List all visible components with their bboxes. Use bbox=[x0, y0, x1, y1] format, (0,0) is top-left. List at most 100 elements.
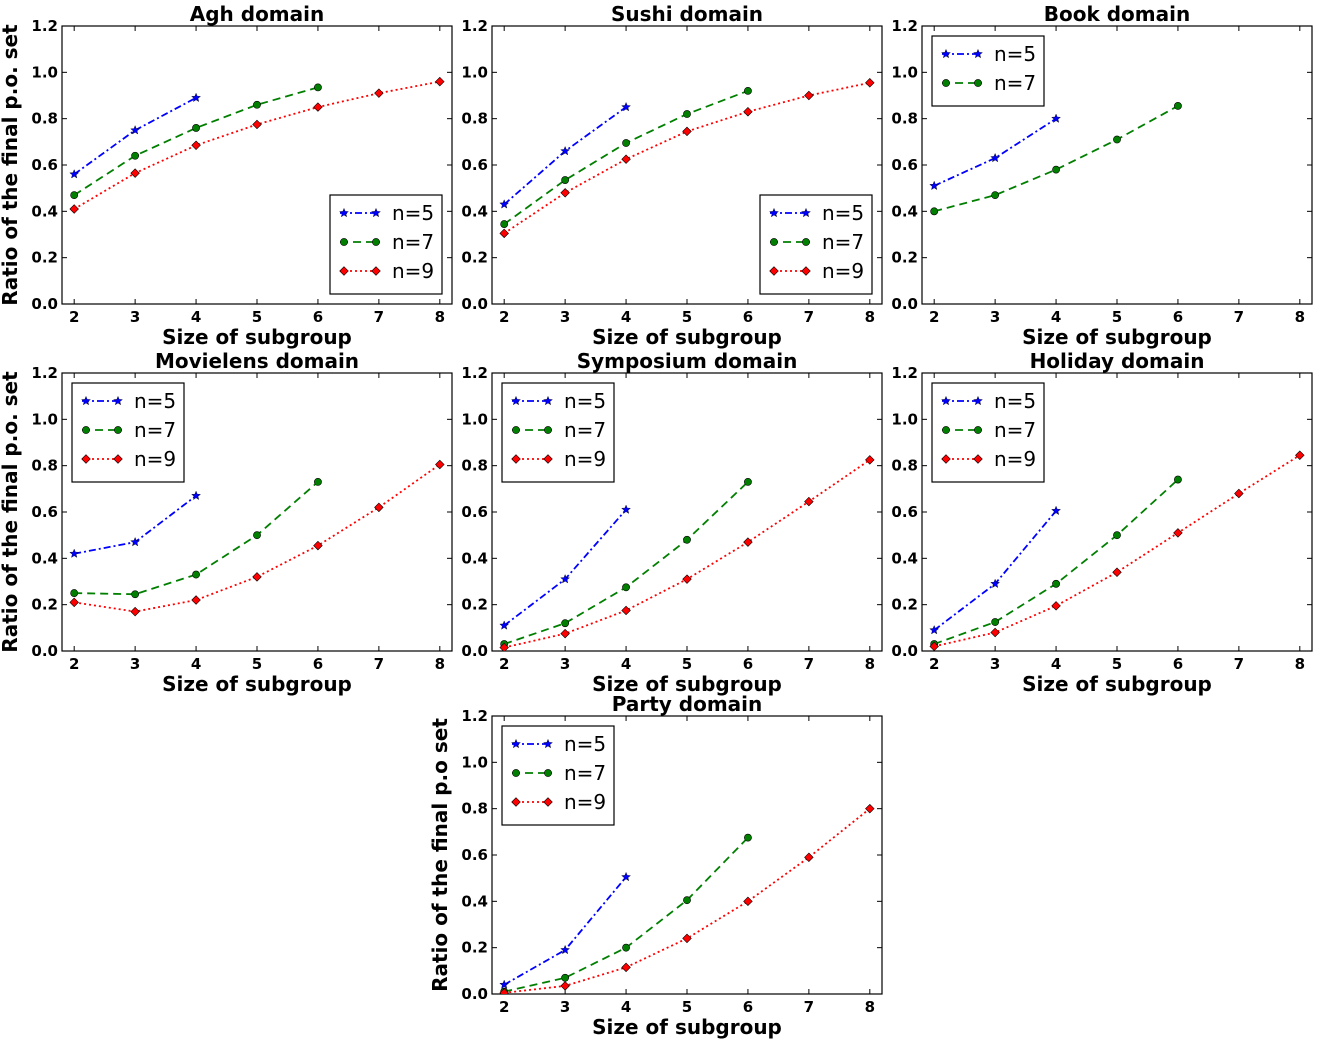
data-point bbox=[253, 531, 261, 540]
y-tick-label: 0.6 bbox=[31, 503, 58, 521]
data-point bbox=[865, 78, 875, 88]
x-tick-label: 2 bbox=[499, 998, 509, 1016]
legend-item: n=9 bbox=[769, 259, 864, 283]
y-tick-label: 1.0 bbox=[31, 410, 58, 428]
data-point bbox=[683, 535, 691, 544]
legend-item: n=9 bbox=[941, 447, 1036, 471]
legend-marker bbox=[544, 769, 552, 777]
data-point bbox=[683, 896, 691, 905]
data-point bbox=[622, 583, 630, 592]
y-tick-label: 0.4 bbox=[31, 202, 58, 220]
legend-item: n=9 bbox=[339, 259, 434, 283]
data-point bbox=[313, 102, 323, 112]
y-tick-label: 0.8 bbox=[891, 457, 918, 475]
legend-item: n=5 bbox=[339, 201, 434, 225]
x-tick-label: 4 bbox=[621, 998, 631, 1016]
y-tick-label: 1.0 bbox=[461, 410, 488, 428]
legend-marker bbox=[543, 797, 553, 807]
data-point bbox=[499, 642, 509, 651]
legend-marker bbox=[339, 266, 349, 276]
series-n7 bbox=[930, 475, 1182, 648]
y-tick-label: 0.6 bbox=[891, 156, 918, 174]
series-line bbox=[503, 509, 627, 627]
x-tick-label: 3 bbox=[130, 655, 140, 673]
x-tick-label: 5 bbox=[252, 308, 262, 326]
data-point bbox=[930, 207, 939, 216]
data-point bbox=[1051, 601, 1061, 611]
x-tick-label: 4 bbox=[1051, 655, 1061, 673]
y-tick-label: 1.2 bbox=[461, 364, 488, 382]
x-tick-label: 5 bbox=[682, 308, 692, 326]
panel-5: 2 3 4 5 6 7 8 0.0 0.2 0.4 0.6 0.8 1.0 1.2 Symposium do… bbox=[461, 349, 883, 696]
data-point bbox=[1052, 165, 1060, 174]
data-point bbox=[560, 145, 571, 156]
y-tick-label: 0.6 bbox=[891, 503, 918, 521]
y-tick-label: 1.2 bbox=[31, 364, 58, 382]
data-point bbox=[192, 570, 200, 579]
legend-marker bbox=[511, 395, 521, 406]
x-tick-label: 5 bbox=[1112, 308, 1122, 326]
series-n9 bbox=[499, 78, 875, 239]
legend-label: n=7 bbox=[822, 230, 864, 254]
y-tick-label: 0.4 bbox=[461, 549, 488, 567]
data-point bbox=[69, 548, 80, 558]
legend-marker bbox=[372, 238, 380, 246]
data-point bbox=[929, 625, 940, 635]
data-point bbox=[69, 204, 79, 214]
x-axis-label: Size of subgroup bbox=[162, 672, 352, 696]
data-point bbox=[1174, 475, 1182, 484]
data-point bbox=[743, 106, 753, 117]
legend: n=5 n=7 n=9 bbox=[501, 725, 615, 826]
legend-marker bbox=[941, 395, 951, 406]
series-line bbox=[933, 510, 1057, 631]
legend-label: n=5 bbox=[564, 389, 606, 413]
data-point bbox=[131, 151, 140, 160]
y-tick-label: 1.0 bbox=[461, 63, 488, 81]
y-tick-label: 0.0 bbox=[891, 295, 918, 313]
legend-marker bbox=[769, 266, 779, 276]
legend-marker bbox=[973, 454, 983, 464]
x-tick-label: 7 bbox=[804, 998, 814, 1016]
data-point bbox=[561, 973, 570, 982]
data-point bbox=[191, 92, 201, 102]
data-point bbox=[744, 86, 752, 95]
series-line bbox=[503, 459, 871, 649]
data-point bbox=[929, 180, 940, 191]
legend-marker bbox=[543, 454, 553, 464]
legend-label: n=5 bbox=[994, 389, 1036, 413]
legend-item: n=5 bbox=[511, 732, 606, 756]
series-n5 bbox=[69, 92, 201, 179]
x-tick-label: 8 bbox=[865, 308, 875, 326]
data-point bbox=[804, 852, 814, 863]
legend-label: n=9 bbox=[392, 259, 434, 283]
legend-marker bbox=[941, 454, 951, 464]
legend-marker bbox=[81, 454, 91, 464]
x-axis-label: Size of subgroup bbox=[1022, 672, 1212, 696]
x-tick-label: 4 bbox=[1051, 308, 1061, 326]
data-point bbox=[192, 124, 200, 132]
y-tick-label: 0.0 bbox=[31, 295, 58, 313]
legend-label: n=7 bbox=[564, 418, 606, 442]
legend-item: n=7 bbox=[512, 418, 606, 442]
legend-marker bbox=[802, 238, 810, 246]
y-tick-label: 0.2 bbox=[31, 249, 58, 267]
y-axis-label: Ratio of the final p.o. set bbox=[0, 371, 22, 653]
y-tick-label: 1.0 bbox=[891, 63, 918, 81]
legend-marker bbox=[801, 207, 811, 218]
data-point bbox=[560, 981, 570, 991]
data-point bbox=[560, 628, 570, 639]
y-tick-label: 0.8 bbox=[461, 110, 488, 128]
data-point bbox=[499, 979, 510, 989]
series-n9 bbox=[69, 459, 445, 617]
legend-marker bbox=[801, 266, 811, 276]
legend-marker bbox=[769, 207, 779, 218]
y-tick-label: 1.2 bbox=[461, 17, 488, 35]
series-n9 bbox=[499, 455, 875, 651]
legend-item: n=9 bbox=[81, 447, 176, 471]
data-point bbox=[990, 152, 1001, 163]
series-n5 bbox=[69, 490, 201, 558]
data-point bbox=[130, 125, 141, 135]
legend-marker bbox=[973, 395, 983, 406]
data-point bbox=[865, 803, 875, 814]
legend: n=5n=7 bbox=[931, 35, 1045, 107]
